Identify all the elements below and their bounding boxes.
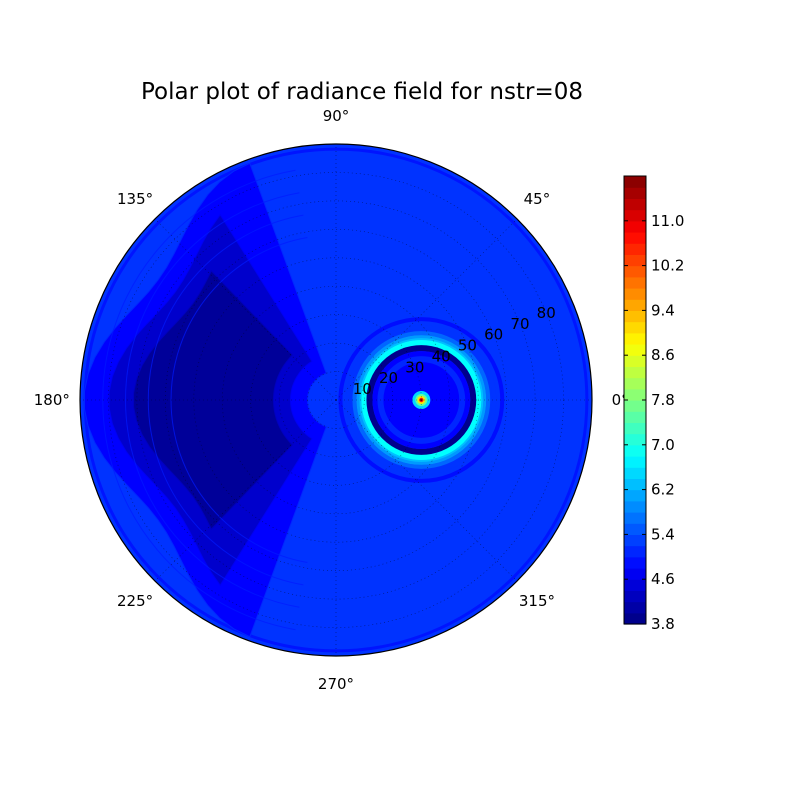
colorbar-band [624,220,646,233]
angular-gridline [335,218,518,401]
colorbar-band [624,232,646,244]
colorbar-band [624,344,646,356]
radial-tick-label: 60 [484,326,503,344]
radial-tick-labels: 10 20 30 40 50 60 70 80 [353,304,556,398]
colorbar-band [624,601,646,614]
colorbar-tick-label: 6.2 [651,481,675,499]
angle-tick-labels: 0°45°90°135°180°225°270°315° [34,107,629,693]
field-contour-line [102,169,296,631]
colorbar-band [624,321,646,334]
colorbar-band [624,209,646,222]
colorbar-band [624,176,646,188]
colorbar-band [624,422,646,435]
colorbar-band [624,512,646,524]
polar-grid [80,144,592,656]
colorbar-band [624,388,646,401]
angular-gridline [154,218,337,401]
radial-gridline [193,257,479,543]
colorbar-band [624,288,646,300]
dark-band [366,345,477,455]
colorbar-band [624,332,646,345]
colorbar: 3.8 4.6 5.4 6.2 7.0 7.8 8.6 9.4 10.2 11.0 [623,175,684,633]
colorbar-band [624,579,646,591]
colorbar-band [624,568,646,580]
radial-tick-label: 40 [432,347,451,365]
colorbar-band [624,500,646,513]
angle-tick-label: 315° [519,592,555,610]
colorbar-band [624,355,646,367]
radial-gridline [108,172,564,628]
colorbar-band [624,433,646,446]
colorbar-band [624,556,646,569]
colorbar-band [624,467,646,479]
colorbar-band [624,276,646,289]
colorbar-band [624,198,646,211]
colorbar-band [624,545,646,558]
colorbar-band [624,456,646,468]
colorbar-band [624,444,646,457]
colorbar-band [624,310,646,323]
radial-tick-label: 80 [537,304,556,322]
colorbar-tick-label: 7.0 [651,436,675,454]
colorbar-tick-label: 8.6 [651,346,675,364]
angle-tick-label: 45° [524,190,551,208]
radial-tick-label: 20 [379,369,398,387]
polar-boundary [79,143,593,657]
colorbar-tick-label: 7.8 [651,391,675,409]
chart-title: Polar plot of radiance field for nstr=08 [141,79,583,105]
colorbar-tick-label: 5.4 [651,525,675,543]
field-contour-line [125,192,300,608]
colorbar-tick-label: 4.6 [651,570,675,588]
colorbar-band [624,523,646,535]
colorbar-tick-label: 10.2 [651,257,684,275]
colorbar-band [624,400,646,412]
angle-tick-label: 135° [117,190,153,208]
colorbar-band [624,411,646,423]
colorbar-band [624,377,646,390]
colorbar-band [624,590,646,603]
colorbar-band [624,612,646,625]
angle-tick-label: 90° [323,107,350,125]
colorbar-tick-label: 9.4 [651,301,675,319]
angular-gridline [335,399,518,582]
colorbar-tick-label: 11.0 [651,212,684,230]
colorbar-band [624,534,646,547]
colorbar-band [624,299,646,311]
radial-gridline [136,200,536,600]
colorbar-tick-label: 3.8 [651,615,675,633]
colorbar-band [624,187,646,199]
angular-gridline [154,399,337,582]
radial-tick-label: 30 [405,358,424,376]
angle-tick-label: 270° [318,675,354,693]
angle-tick-label: 180° [34,391,70,409]
colorbar-band [624,265,646,278]
radial-tick-label: 50 [458,337,477,355]
colorbar-band [624,478,646,491]
colorbar-band [624,243,646,255]
colorbar-band [624,489,646,502]
radial-tick-label: 70 [510,315,529,333]
colorbar-band [624,254,646,267]
colorbar-band [624,366,646,379]
radial-gridline [250,314,422,486]
radial-tick-label: 10 [353,380,372,398]
radial-gridline [165,229,507,571]
field-contour-line [147,214,304,586]
minimum-region-band [133,270,294,530]
angle-tick-label: 225° [117,592,153,610]
radial-gridline [221,285,451,515]
